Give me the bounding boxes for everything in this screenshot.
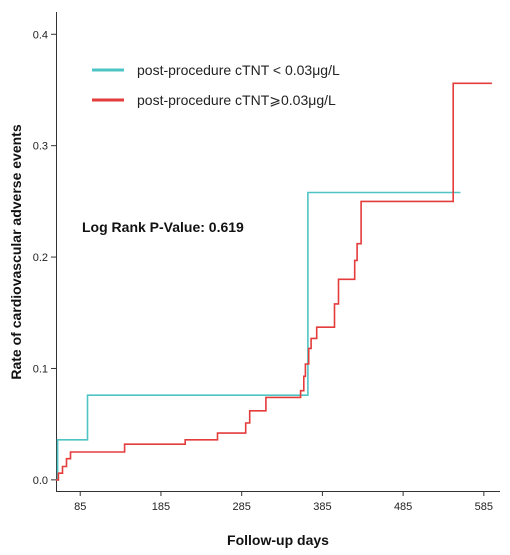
x-tick-label: 385 <box>313 501 331 513</box>
series-group <box>56 82 492 481</box>
y-tick-label: 0.0 <box>33 475 48 487</box>
y-axis-title: Rate of cardiovascular adverse events <box>8 124 24 379</box>
y-tick-label: 0.3 <box>33 141 48 153</box>
legend-label-0: post-procedure cTNT < 0.03μg/L <box>137 62 340 78</box>
y-tick-label: 0.2 <box>33 252 48 264</box>
legend: post-procedure cTNT < 0.03μg/L post-proce… <box>92 62 340 108</box>
y-tick-label: 0.1 <box>33 363 48 375</box>
x-tick-label: 185 <box>152 501 170 513</box>
legend-label-1: post-procedure cTNT⩾0.03μg/L <box>137 92 336 108</box>
x-tick-label: 285 <box>232 501 250 513</box>
x-tick-label: 585 <box>475 501 493 513</box>
x-tick-label: 85 <box>74 501 86 513</box>
y-tick-label: 0.4 <box>33 29 48 41</box>
log-rank-annotation: Log Rank P-Value: 0.619 <box>82 219 244 235</box>
series-line-1 <box>56 82 492 481</box>
axis-ticks: 85 185 285 385 485 585 0.0 0.1 0.2 0.3 0.4 <box>33 29 493 513</box>
x-tick-label: 485 <box>394 501 412 513</box>
series-line-0 <box>56 191 461 481</box>
x-axis-title: Follow-up days <box>227 532 329 548</box>
